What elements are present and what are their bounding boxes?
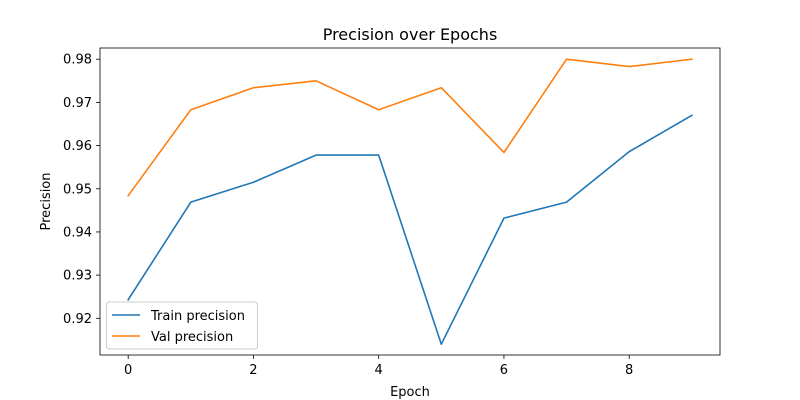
series-line-train-precision <box>127 114 693 346</box>
y-tick-label: 0.98 <box>63 53 92 68</box>
chart-title: Precision over Epochs <box>323 25 498 44</box>
legend-label-train: Train precision <box>150 309 245 324</box>
y-axis-label: Precision <box>39 172 54 230</box>
x-tick-label: 2 <box>249 363 257 378</box>
y-tick-label: 0.97 <box>63 96 92 111</box>
y-tick-label: 0.96 <box>63 139 92 154</box>
y-tick-label: 0.93 <box>63 269 92 284</box>
series-lines <box>127 58 693 346</box>
x-tick-label: 6 <box>500 363 508 378</box>
y-tick-label: 0.94 <box>63 225 92 240</box>
series-line-val-precision <box>127 58 693 197</box>
plot-area-frame <box>99 47 721 356</box>
x-tick-label: 4 <box>375 363 383 378</box>
y-tick-label: 0.92 <box>63 312 92 327</box>
x-axis-label: Epoch <box>390 385 430 400</box>
y-tick-label: 0.95 <box>63 182 92 197</box>
legend-label-val: Val precision <box>151 330 233 345</box>
x-tick-label: 0 <box>124 363 132 378</box>
legend-box <box>106 301 258 350</box>
x-tick-label: 8 <box>625 363 633 378</box>
legend: Train precision Val precision <box>106 301 258 350</box>
x-axis-ticks: 0 2 4 6 8 <box>124 355 633 378</box>
y-axis-ticks: 0.92 0.93 0.94 0.95 0.96 0.97 0.98 <box>63 53 100 327</box>
